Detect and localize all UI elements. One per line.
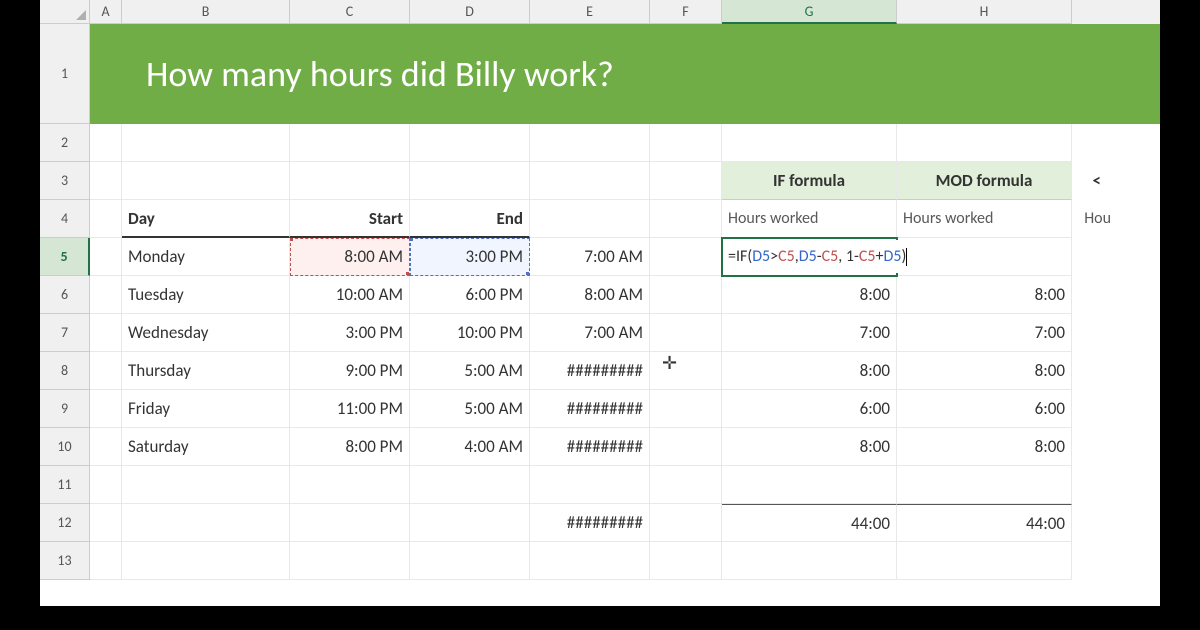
rowhdr-1[interactable]: 1 <box>40 24 90 124</box>
end-header[interactable]: End <box>410 200 530 238</box>
diff-cell[interactable]: 7:00 AM <box>530 238 650 276</box>
day-cell[interactable]: Monday <box>122 238 290 276</box>
total-diff[interactable]: ######### <box>530 504 650 542</box>
column-headers: A B C D E F G H <box>40 0 1160 24</box>
editing-cell[interactable]: =IF(D5>C5,D5-C5, 1-C5+D5) <box>722 238 897 276</box>
row-11: 11 <box>40 466 1160 504</box>
end-cell-ref[interactable]: 3:00 PM <box>410 238 530 276</box>
rowhdr-12[interactable]: 12 <box>40 504 90 542</box>
hours-worked-mod-header[interactable]: Hours worked Hou <box>897 200 1072 238</box>
rowhdr-9[interactable]: 9 <box>40 390 90 428</box>
rowhdr-11[interactable]: 11 <box>40 466 90 504</box>
title-cell[interactable]: How many hours did Billy work? <box>122 24 1160 124</box>
row-7: 7 Wednesday 3:00 PM 10:00 PM 7:00 AM 7:0… <box>40 314 1160 352</box>
select-all-corner[interactable] <box>40 0 90 24</box>
colhdr-H[interactable]: H <box>897 0 1072 24</box>
row-13: 13 <box>40 542 1160 580</box>
total-mod[interactable]: 44:00 <box>897 504 1072 542</box>
rowhdr-4[interactable]: 4 <box>40 200 90 238</box>
if-formula-header[interactable]: IF formula <box>722 162 897 200</box>
total-if[interactable]: 44:00 <box>722 504 897 542</box>
rowhdr-7[interactable]: 7 <box>40 314 90 352</box>
rowhdr-6[interactable]: 6 <box>40 276 90 314</box>
colhdr-C[interactable]: C <box>290 0 410 24</box>
colhdr-F[interactable]: F <box>650 0 722 24</box>
rowhdr-5[interactable]: 5 <box>40 238 90 276</box>
formula-text: =IF(D5>C5,D5-C5, 1-C5+D5) <box>724 240 911 273</box>
colhdr-E[interactable]: E <box>530 0 650 24</box>
colhdr-A[interactable]: A <box>90 0 122 24</box>
rowhdr-8[interactable]: 8 <box>40 352 90 390</box>
start-header[interactable]: Start <box>290 200 410 238</box>
row-9: 9 Friday 11:00 PM 5:00 AM ######### 6:00… <box>40 390 1160 428</box>
clipped-header: < <box>1093 170 1101 191</box>
row-8: 8 Thursday 9:00 PM 5:00 AM ######### 8:0… <box>40 352 1160 390</box>
mod-formula-label: MOD formula <box>936 170 1033 191</box>
mod-formula-header[interactable]: MOD formula < <box>897 162 1072 200</box>
spreadsheet: A B C D E F G H 1 How many hours did Bil… <box>40 0 1160 606</box>
row-3: 3 IF formula MOD formula < <box>40 162 1160 200</box>
row-10: 10 Saturday 8:00 PM 4:00 AM ######### 8:… <box>40 428 1160 466</box>
grid: 1 How many hours did Billy work? 2 3 IF <box>40 24 1160 580</box>
rowhdr-2[interactable]: 2 <box>40 124 90 162</box>
row-4: 4 Day Start End Hours worked Hours worke… <box>40 200 1160 238</box>
clipped-subheader: Hou <box>1084 209 1111 228</box>
day-header[interactable]: Day <box>122 200 290 238</box>
rowhdr-3[interactable]: 3 <box>40 162 90 200</box>
row-2: 2 <box>40 124 1160 162</box>
rowhdr-10[interactable]: 10 <box>40 428 90 466</box>
row-12: 12 ######### 44:00 44:00 <box>40 504 1160 542</box>
row-6: 6 Tuesday 10:00 AM 6:00 PM 8:00 AM 8:00 … <box>40 276 1160 314</box>
hours-worked-if-header[interactable]: Hours worked <box>722 200 897 238</box>
colhdr-B[interactable]: B <box>122 0 290 24</box>
colhdr-D[interactable]: D <box>410 0 530 24</box>
colhdr-G[interactable]: G <box>722 0 897 24</box>
rowhdr-13[interactable]: 13 <box>40 542 90 580</box>
start-cell-ref[interactable]: 8:00 AM <box>290 238 410 276</box>
row-1: 1 How many hours did Billy work? <box>40 24 1160 124</box>
row-5: 5 Monday 8:00 AM 3:00 PM 7:00 AM =IF(D5>… <box>40 238 1160 276</box>
